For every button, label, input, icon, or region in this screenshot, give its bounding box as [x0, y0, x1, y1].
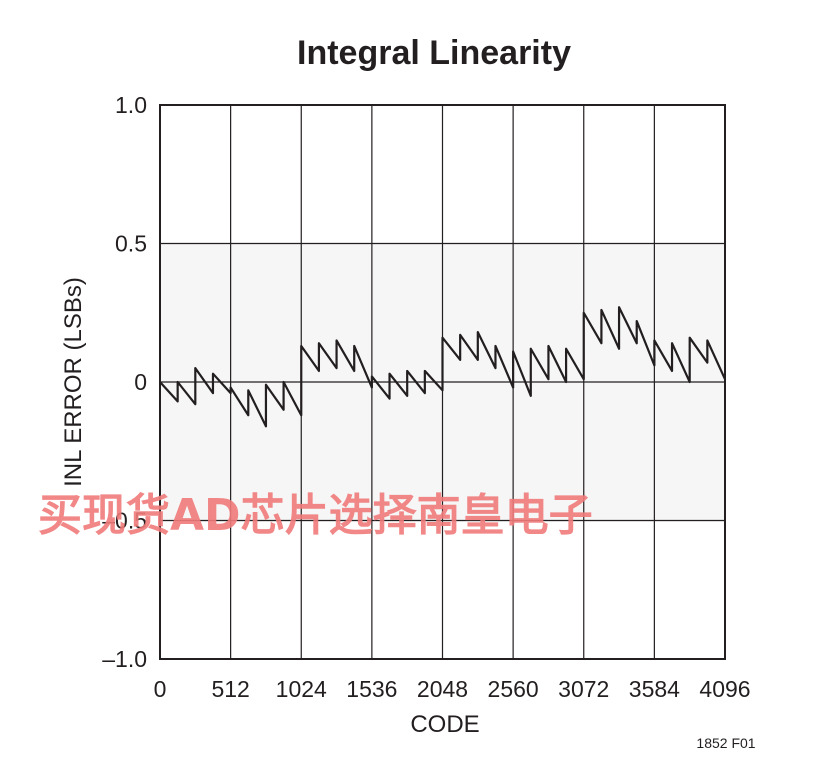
x-tick-label: 2048 [417, 676, 468, 702]
x-tick-label: 4096 [699, 676, 750, 702]
x-tick-label: 1024 [276, 676, 327, 702]
figure-id: 1852 F01 [696, 735, 755, 751]
x-tick-label: 512 [211, 676, 249, 702]
series-group [159, 306, 727, 428]
x-axis-label: CODE [410, 711, 479, 738]
y-tick-label: 0.5 [115, 231, 147, 257]
y-tick-label: –0.5 [102, 508, 147, 534]
y-tick-label: 1.0 [115, 92, 147, 118]
x-tick-label: 0 [154, 676, 167, 702]
chart-title: Integral Linearity [297, 34, 571, 72]
x-tick-label: 1536 [346, 676, 397, 702]
x-tick-label: 3072 [558, 676, 609, 702]
y-tick-label: –1.0 [102, 646, 147, 672]
inl-series-line [159, 306, 727, 428]
x-tick-labels: 0 512 1024 1536 2048 2560 3072 3584 4096 [154, 676, 751, 702]
y-tick-label: 0 [134, 369, 147, 395]
x-tick-label: 2560 [488, 676, 539, 702]
y-axis-label: INL ERROR (LSBs) [60, 277, 87, 487]
y-tick-labels: 1.0 0.5 0 –0.5 –1.0 [102, 92, 147, 672]
watermark-text: 买现货AD芯片选择南皇电子 [38, 490, 593, 541]
plot-frame [159, 104, 726, 660]
x-tick-label: 3584 [629, 676, 680, 702]
